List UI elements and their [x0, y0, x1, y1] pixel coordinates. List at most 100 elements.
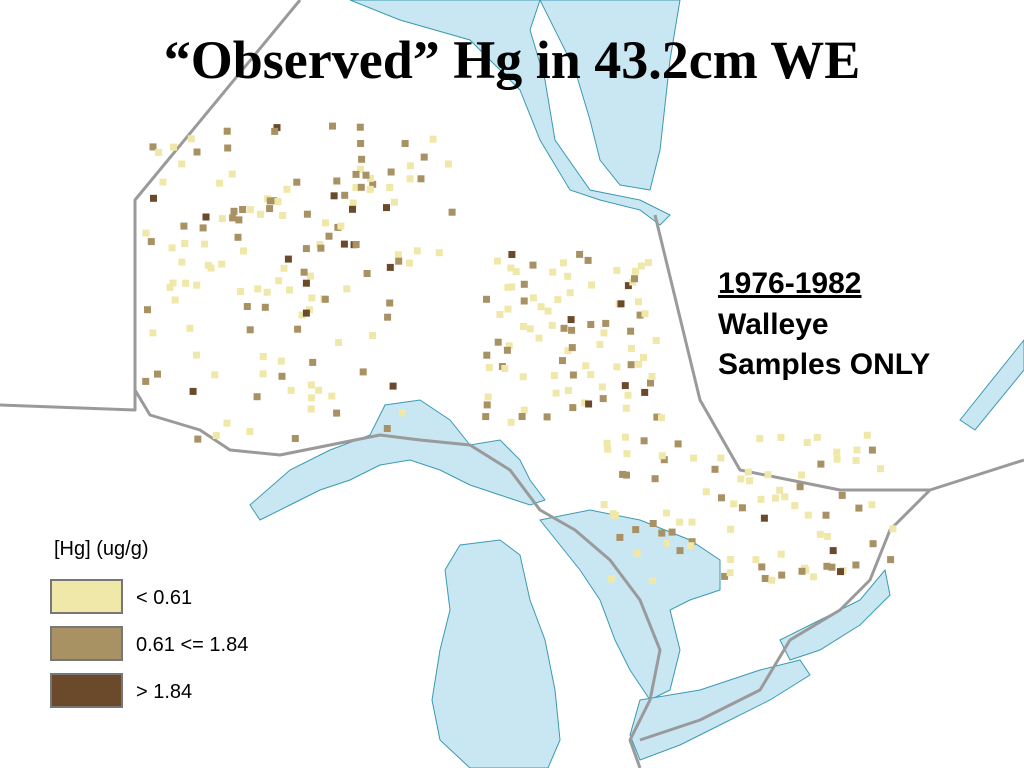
sample-dot — [868, 446, 876, 454]
sample-dot — [246, 206, 254, 214]
sample-dot — [829, 547, 837, 555]
sample-dot — [211, 371, 219, 379]
sample-dot — [833, 455, 841, 463]
sample-dot — [852, 561, 860, 569]
sample-dot — [278, 372, 286, 380]
water-bodies — [249, 0, 1024, 768]
sample-dot — [569, 371, 577, 379]
sample-dot — [352, 241, 360, 248]
sample-dot — [178, 258, 186, 266]
sample-dot — [483, 295, 490, 303]
sample-dot — [274, 198, 282, 205]
sample-dot — [357, 140, 365, 147]
sample-dot — [341, 191, 349, 199]
sample-dot — [863, 431, 871, 439]
sample-dot — [171, 296, 179, 304]
sample-dot — [837, 568, 844, 576]
sample-dot — [316, 241, 324, 249]
sample-dot — [429, 135, 437, 143]
sample-dot — [647, 379, 654, 387]
sample-dot — [302, 309, 310, 317]
legend-swatch — [50, 579, 123, 614]
sample-dot — [505, 342, 513, 350]
sample-dot — [569, 404, 577, 412]
sample-dot — [651, 475, 659, 483]
sample-dot — [291, 435, 299, 442]
sample-dot — [869, 540, 877, 548]
sample-dot — [329, 122, 336, 130]
sample-dot — [520, 406, 528, 414]
sample-dot — [159, 178, 167, 186]
sample-dot — [386, 299, 394, 307]
sample-dot — [855, 504, 863, 512]
sample-dot — [189, 387, 197, 395]
sample-dot — [658, 452, 666, 460]
sample-dot — [266, 197, 274, 205]
sample-dot — [640, 354, 647, 361]
sample-dot — [218, 215, 226, 223]
sample-dot — [307, 405, 315, 413]
sample-dot — [216, 179, 224, 187]
sample-dot — [390, 198, 398, 206]
sample-dot — [234, 233, 242, 241]
sample-dot — [501, 365, 509, 372]
sample-dot — [229, 214, 237, 222]
sample-dot — [199, 224, 207, 232]
sample-dot — [758, 563, 766, 571]
sample-dot — [548, 321, 556, 329]
sample-dot — [564, 347, 572, 355]
sample-dot — [386, 184, 394, 191]
sample-dot — [287, 386, 295, 394]
sample-dot — [776, 486, 784, 494]
sample-dot — [325, 232, 333, 240]
sample-dot — [757, 495, 765, 503]
sample-dot — [582, 362, 590, 370]
sample-dot — [330, 192, 338, 200]
sample-dot — [777, 433, 785, 441]
sample-dot — [169, 279, 177, 287]
sample-dot — [357, 183, 365, 191]
sample-dot — [624, 282, 632, 290]
sample-dot — [398, 409, 406, 417]
legend-label: 0.61 <= 1.84 — [136, 634, 248, 656]
sample-dot — [187, 135, 195, 143]
sample-dot — [243, 303, 251, 310]
sample-dot — [406, 162, 414, 170]
sample-dot — [833, 448, 841, 456]
sample-dot — [149, 143, 157, 151]
sample-dot — [279, 212, 287, 219]
sample-dot — [383, 204, 390, 212]
sample-dot — [803, 439, 811, 446]
sample-dot — [828, 563, 836, 571]
sample-dot — [752, 556, 760, 564]
sample-dot — [384, 313, 392, 321]
sample-dot — [246, 326, 254, 334]
sample-dot — [764, 471, 772, 479]
sample-dot — [394, 251, 402, 259]
lake-ontario — [779, 568, 891, 661]
sample-dot — [838, 491, 846, 499]
sample-dot — [676, 547, 684, 555]
sample-dot — [823, 532, 831, 540]
sample-dot — [868, 501, 876, 509]
sample-dot — [718, 494, 725, 502]
sample-dot — [168, 244, 176, 252]
sample-dot — [746, 477, 753, 485]
sample-dot — [322, 219, 329, 227]
sample-dot — [389, 382, 397, 390]
sample-dot — [535, 334, 543, 342]
sample-dot — [730, 500, 738, 508]
sample-dot — [649, 520, 657, 527]
sample-dot — [668, 528, 676, 536]
sample-dot — [635, 298, 642, 306]
sample-dot — [343, 285, 351, 293]
sample-dot — [598, 383, 606, 391]
sample-dot — [621, 382, 629, 390]
james-bay — [349, 0, 671, 226]
sample-dot — [727, 556, 735, 563]
sample-dot — [624, 391, 632, 399]
sample-dot — [300, 268, 308, 276]
sample-dot — [444, 160, 452, 168]
sample-dot — [636, 311, 644, 319]
